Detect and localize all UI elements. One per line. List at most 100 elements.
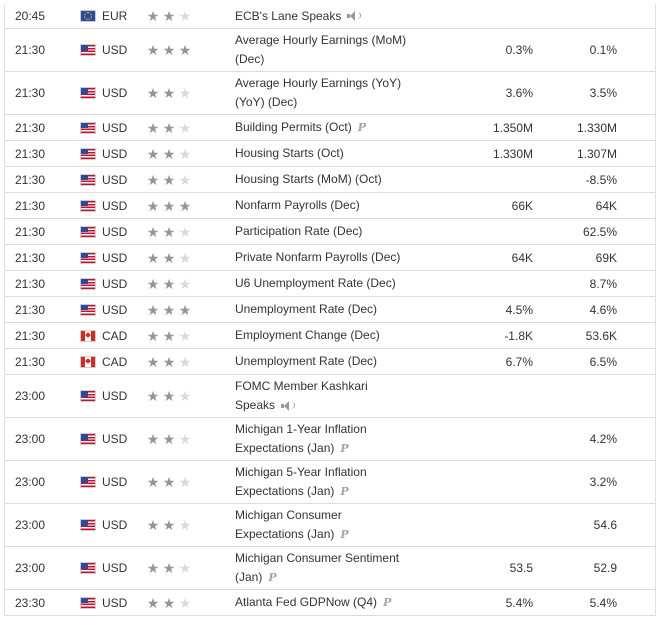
table-row[interactable]: 21:30 USD ★ ★ ★ Housing Starts (MoM) (Oct) -8.… <box>5 167 655 193</box>
star-icon: ★ <box>178 594 192 611</box>
importance-rating: ★ ★ ★ <box>145 115 205 140</box>
event-name[interactable]: Average Hourly Earnings (YoY) (YoY) (Dec) <box>235 72 445 114</box>
table-row[interactable]: 21:30 USD ★ ★ ★ Unemployment Rate (Dec) 4.5% 4.… <box>5 297 655 323</box>
event-name[interactable]: Employment Change (Dec) <box>235 323 445 348</box>
star-icon: ★ <box>178 8 192 24</box>
currency-code: USD <box>102 561 128 575</box>
currency-code: CAD <box>102 328 128 343</box>
star-icon: ★ <box>146 431 160 447</box>
table-row[interactable]: 21:30 USD ★ ★ ★ Building Permits (Oct) P 1.350M… <box>5 115 655 141</box>
star-icon: ★ <box>162 171 176 188</box>
table-row[interactable]: 21:30 USD ★ ★ ★ Nonfarm Payrolls (Dec) 66K 64K <box>5 193 655 219</box>
event-label: Michigan 5-Year Inflation Expectations (J… <box>235 463 367 501</box>
event-label: FOMC Member Kashkari Speaks <box>235 379 368 412</box>
actual-value <box>445 418 533 460</box>
star-icon: ★ <box>162 388 176 404</box>
event-time: 20:45 <box>15 9 46 23</box>
table-row[interactable]: 21:30 USD ★ ★ ★ Average Hourly Earnings (YoY)… <box>5 72 655 115</box>
event-name[interactable]: Michigan 5-Year Inflation Expectations (J… <box>235 461 445 503</box>
currency-code: USD <box>102 250 128 265</box>
table-row[interactable]: 23:00 USD ★ ★ ★ FOMC Member Kashkari Speaks <box>5 375 655 418</box>
us-flag-icon <box>80 199 96 212</box>
table-row[interactable]: 21:30 USD ★ ★ ★ Participation Rate (Dec) 62.5% <box>5 219 655 245</box>
actual-value: 3.6% <box>505 86 533 100</box>
actual-value <box>445 271 533 296</box>
table-row[interactable]: 21:30 USD ★ ★ ★ Private Nonfarm Payrolls (Dec… <box>5 245 655 271</box>
currency-code: USD <box>102 518 128 532</box>
actual-value: 1.330M <box>492 146 533 161</box>
event-name[interactable]: Michigan Consumer Expectations (Jan) P <box>235 504 445 546</box>
actual-value: 1.350M <box>492 120 533 135</box>
event-name[interactable]: Participation Rate (Dec) <box>235 219 445 244</box>
event-name[interactable]: Michigan 1-Year Inflation Expectations (J… <box>235 418 445 460</box>
actual-value <box>445 504 533 546</box>
forecast-value: 3.2% <box>589 475 617 489</box>
star-icon: ★ <box>162 560 176 576</box>
event-name[interactable]: Atlanta Fed GDPNow (Q4) P <box>235 590 445 615</box>
table-row[interactable]: 23:00 USD ★ ★ ★ Michigan Consumer Expectations… <box>5 504 655 547</box>
importance-rating: ★ ★ ★ <box>145 418 205 460</box>
event-name[interactable]: Average Hourly Earnings (MoM) (Dec) <box>235 29 445 71</box>
event-time: 21:30 <box>15 354 46 369</box>
event-name[interactable]: Building Permits (Oct) P <box>235 115 445 140</box>
country-flag <box>80 504 96 546</box>
table-row[interactable]: 21:30 CAD ★ ★ ★ Unemployment Rate (Dec) 6.7% 6.… <box>5 349 655 375</box>
country-flag <box>80 219 96 244</box>
event-label: Housing Starts (Oct) <box>235 146 344 160</box>
table-row[interactable]: 20:45 EUR ★ ★ ★ ECB's Lane Speaks <box>5 4 655 29</box>
event-name[interactable]: Private Nonfarm Payrolls (Dec) <box>235 245 445 270</box>
country-flag <box>80 375 96 417</box>
importance-rating: ★ ★ ★ <box>145 349 205 374</box>
star-icon: ★ <box>178 275 192 292</box>
event-name[interactable]: U6 Unemployment Rate (Dec) <box>235 271 445 296</box>
event-label: Building Permits (Oct) P <box>235 118 366 137</box>
event-time: 21:30 <box>15 43 46 57</box>
ca-flag-icon <box>80 355 96 368</box>
star-icon: ★ <box>146 145 160 162</box>
eu-flag-icon <box>80 10 96 22</box>
event-time: 21:30 <box>15 86 46 100</box>
actual-value: 4.5% <box>505 302 533 317</box>
forecast-value: 8.7% <box>589 276 617 291</box>
star-icon: ★ <box>178 560 192 576</box>
importance-rating: ★ ★ ★ <box>145 375 205 417</box>
forecast-value: 1.307M <box>576 146 617 161</box>
event-name[interactable]: ECB's Lane Speaks <box>235 4 445 28</box>
event-label: Private Nonfarm Payrolls (Dec) <box>235 250 401 264</box>
table-row[interactable]: 21:30 USD ★ ★ ★ Average Hourly Earnings (MoM)… <box>5 29 655 72</box>
event-name[interactable]: FOMC Member Kashkari Speaks <box>235 375 445 417</box>
event-name[interactable]: Housing Starts (MoM) (Oct) <box>235 167 445 192</box>
currency-code: USD <box>102 276 128 291</box>
importance-rating: ★ ★ ★ <box>145 271 205 296</box>
star-icon: ★ <box>146 517 160 533</box>
forecast-value: 54.6 <box>593 518 617 532</box>
event-label: U6 Unemployment Rate (Dec) <box>235 276 396 290</box>
star-icon: ★ <box>162 249 176 266</box>
table-row[interactable]: 23:30 USD ★ ★ ★ Atlanta Fed GDPNow (Q4) P 5.4% 5… <box>5 590 655 616</box>
event-name[interactable]: Unemployment Rate (Dec) <box>235 349 445 374</box>
event-name[interactable]: Housing Starts (Oct) <box>235 141 445 166</box>
table-row[interactable]: 23:00 USD ★ ★ ★ Michigan 5-Year Inflation Expe… <box>5 461 655 504</box>
us-flag-icon <box>80 251 96 264</box>
event-name[interactable]: Michigan Consumer Sentiment (Jan) P <box>235 547 445 589</box>
table-row[interactable]: 21:30 USD ★ ★ ★ Housing Starts (Oct) 1.330M 1.3… <box>5 141 655 167</box>
table-row[interactable]: 21:30 USD ★ ★ ★ U6 Unemployment Rate (Dec) 8.7… <box>5 271 655 297</box>
actual-value: -1.8K <box>504 328 533 343</box>
event-name[interactable]: Unemployment Rate (Dec) <box>235 297 445 322</box>
table-row[interactable]: 23:00 USD ★ ★ ★ Michigan Consumer Sentiment (J… <box>5 547 655 590</box>
actual-value: 6.7% <box>505 354 533 369</box>
event-name[interactable]: Nonfarm Payrolls (Dec) <box>235 193 445 218</box>
star-icon: ★ <box>162 431 176 447</box>
country-flag <box>80 193 96 218</box>
forecast-value: 0.1% <box>589 43 617 57</box>
forecast-value: 5.4% <box>589 595 617 610</box>
forecast-value: 69K <box>595 250 617 265</box>
table-row[interactable]: 21:30 CAD ★ ★ ★ Employment Change (Dec) -1.8K 5… <box>5 323 655 349</box>
currency-code: USD <box>102 198 128 213</box>
country-flag <box>80 349 96 374</box>
event-time: 21:30 <box>15 198 46 213</box>
country-flag <box>80 590 96 615</box>
table-row[interactable]: 23:00 USD ★ ★ ★ Michigan 1-Year Inflation Expe… <box>5 418 655 461</box>
event-label: Employment Change (Dec) <box>235 328 380 342</box>
us-flag-icon <box>80 225 96 238</box>
